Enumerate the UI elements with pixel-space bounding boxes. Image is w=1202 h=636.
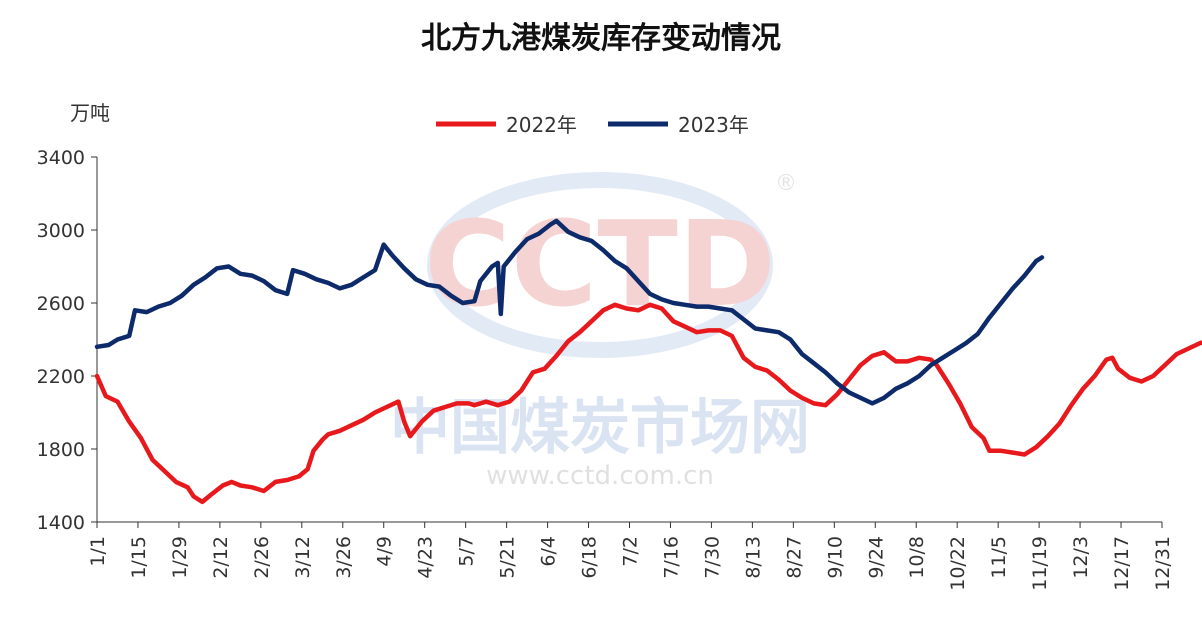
- y-tick-label: 2600: [37, 293, 85, 315]
- x-tick-label: 12/3: [1070, 536, 1092, 579]
- y-axis: 1400 1800 2200 2600 3000 3400: [37, 147, 98, 534]
- x-axis: 1/1 1/15 1/29 2/12 2/26 3/12 3/26 4/9 4/23 5/7 5/2…: [87, 521, 1174, 591]
- x-tick-label: 12/31: [1152, 536, 1174, 591]
- y-tick-label: 3000: [37, 220, 85, 242]
- x-tick-label: 5/21: [497, 536, 519, 579]
- watermark-arc: [427, 172, 773, 358]
- series-layer: [94, 218, 1202, 505]
- watermark-registered: ®: [775, 171, 797, 196]
- x-tick-label: 8/27: [783, 536, 805, 579]
- x-tick-label: 10/22: [947, 536, 969, 591]
- x-tick-label: 8/13: [742, 536, 764, 579]
- x-tick-label: 2/26: [251, 536, 273, 579]
- x-tick-label: 11/5: [988, 536, 1010, 579]
- series-line-2023: [94, 218, 1045, 406]
- series-line-2022: [94, 302, 1202, 505]
- legend-label-2022: 2022年: [506, 113, 577, 137]
- x-tick-label: 6/4: [538, 536, 560, 567]
- x-tick-label: 9/10: [824, 536, 846, 579]
- legend: 2022年 2023年: [436, 113, 749, 137]
- x-tick-label: 7/16: [660, 536, 682, 579]
- x-tick-label: 11/19: [1029, 536, 1051, 591]
- y-tick-label: 3400: [37, 147, 85, 169]
- y-tick-label: 1800: [37, 439, 85, 461]
- x-tick-label: 5/7: [456, 536, 478, 567]
- x-tick-label: 1/15: [128, 536, 150, 579]
- chart-title: 北方九港煤炭库存变动情况: [421, 21, 781, 56]
- x-tick-label: 4/9: [374, 536, 396, 567]
- y-tick-label: 2200: [37, 366, 85, 388]
- x-tick-label: 9/24: [865, 536, 887, 579]
- x-tick-label: 6/18: [579, 536, 601, 579]
- legend-label-2023: 2023年: [678, 113, 749, 137]
- x-tick-label: 12/17: [1111, 536, 1133, 591]
- x-tick-label: 3/26: [333, 536, 355, 579]
- x-tick-label: 1/29: [169, 536, 191, 579]
- x-tick-label: 7/2: [620, 536, 642, 567]
- x-tick-label: 4/23: [415, 536, 437, 579]
- x-tick-label: 3/12: [292, 536, 314, 579]
- x-tick-label: 2/12: [210, 536, 232, 579]
- x-tick-label: 7/30: [701, 536, 723, 579]
- y-tick-label: 1400: [37, 512, 85, 534]
- y-axis-unit: 万吨: [70, 101, 110, 125]
- watermark: CCTD ® 中国煤炭市场网 www.cctd.com.cn: [390, 171, 810, 491]
- watermark-url: www.cctd.com.cn: [486, 461, 714, 491]
- x-tick-label: 10/8: [906, 536, 928, 579]
- x-tick-label: 1/1: [87, 536, 109, 567]
